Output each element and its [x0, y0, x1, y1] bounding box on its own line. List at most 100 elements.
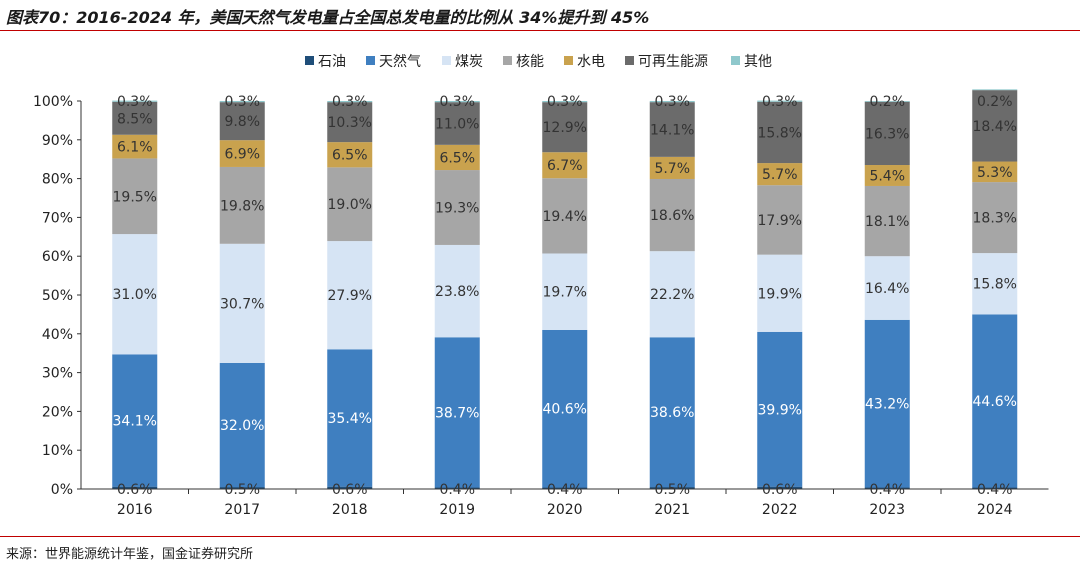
bar-segment [757, 163, 803, 186]
data-label: 16.3% [865, 126, 909, 142]
data-label: 6.1% [117, 140, 153, 156]
bar-segment [327, 167, 373, 242]
data-label: 19.7% [543, 285, 587, 301]
data-label: 27.9% [328, 288, 372, 304]
legend-swatch [305, 56, 314, 65]
legend-swatch [503, 56, 512, 65]
legend-swatch [366, 56, 375, 65]
data-label: 15.8% [973, 277, 1017, 293]
y-tick-label: 90% [42, 133, 73, 149]
x-tick-label: 2016 [117, 502, 153, 518]
x-tick-label: 2019 [439, 502, 475, 518]
bar-segment [219, 166, 265, 244]
data-label: 0.3% [117, 94, 153, 110]
data-label: 0.6% [332, 482, 368, 498]
data-label: 9.8% [224, 114, 260, 130]
data-label: 38.6% [650, 405, 694, 421]
bar-segment [219, 243, 265, 363]
x-tick-label: 2018 [332, 502, 368, 518]
bar-segment [542, 178, 588, 254]
data-label: 8.5% [117, 111, 153, 127]
data-label: 30.7% [220, 296, 264, 312]
legend-label: 天然气 [379, 53, 421, 70]
data-label: 5.7% [762, 167, 798, 183]
data-label: 0.5% [654, 482, 690, 498]
bar-segment [327, 101, 373, 103]
y-tick-label: 70% [42, 210, 73, 226]
data-label: 0.2% [869, 94, 905, 110]
data-label: 32.0% [220, 418, 264, 434]
bar-segment [542, 152, 588, 179]
bar-segment [327, 241, 373, 350]
data-label: 0.4% [869, 482, 905, 498]
y-tick-label: 50% [42, 288, 73, 304]
y-tick-label: 100% [33, 94, 73, 110]
data-label: 5.4% [869, 168, 905, 184]
bar-segment [757, 331, 803, 487]
y-tick-label: 30% [42, 366, 73, 382]
data-label: 19.3% [435, 201, 479, 217]
legend-label: 石油 [318, 54, 346, 70]
bar-segment [864, 165, 910, 186]
y-tick-label: 0% [51, 482, 73, 498]
data-label: 19.0% [328, 197, 372, 213]
bar-segment [219, 140, 265, 167]
bar-segment [972, 182, 1018, 254]
data-label: 0.6% [117, 482, 153, 498]
bar-segment [434, 337, 480, 488]
bar-segment [972, 89, 1018, 91]
bar-segment [112, 100, 158, 102]
bar-segment [219, 362, 265, 488]
x-tick-label: 2020 [547, 502, 583, 518]
data-label: 0.2% [977, 94, 1013, 110]
y-tick-label: 60% [42, 249, 73, 265]
x-tick-label: 2021 [654, 502, 690, 518]
data-label: 11.0% [435, 117, 479, 133]
bar-segment [972, 161, 1018, 183]
data-label: 18.6% [650, 208, 694, 224]
data-label: 18.1% [865, 214, 909, 230]
bar-segment [434, 101, 480, 103]
bar-segment [327, 102, 373, 143]
legend-label: 可再生能源 [638, 54, 708, 70]
legend-label: 核能 [516, 54, 544, 70]
data-label: 0.3% [332, 94, 368, 110]
bar-segment [649, 251, 695, 338]
data-label: 35.4% [328, 411, 372, 427]
legend-swatch [442, 56, 451, 65]
data-label: 6.7% [547, 158, 583, 174]
data-label: 0.3% [224, 94, 260, 110]
data-label: 23.8% [435, 284, 479, 300]
data-label: 34.1% [113, 414, 157, 430]
data-label: 19.8% [220, 198, 264, 214]
data-label: 40.6% [543, 402, 587, 418]
bar-segment [327, 486, 373, 489]
source-note: 来源：世界能源统计年鉴，国金证券研究所 [6, 547, 254, 562]
data-label: 19.9% [758, 286, 802, 302]
data-label: 0.4% [547, 482, 583, 498]
data-label: 0.5% [224, 482, 260, 498]
data-label: 39.9% [758, 402, 802, 418]
data-label: 14.1% [650, 123, 694, 139]
bar-segment [972, 487, 1018, 489]
data-label: 19.4% [543, 209, 587, 225]
bar-segment [542, 253, 588, 330]
data-label: 19.5% [113, 189, 157, 205]
data-label: 0.4% [977, 482, 1013, 498]
bar-segment [864, 319, 910, 488]
x-tick-label: 2017 [224, 502, 260, 518]
data-label: 10.3% [328, 115, 372, 131]
data-label: 5.7% [654, 161, 690, 177]
data-label: 6.5% [439, 150, 475, 166]
bar-segment [112, 486, 158, 489]
bar-segment [649, 337, 695, 488]
bar-segment [649, 101, 695, 103]
data-label: 17.9% [758, 213, 802, 229]
title-divider [0, 30, 1080, 31]
bar-segment [864, 101, 910, 166]
data-label: 43.2% [865, 397, 909, 413]
data-label: 38.7% [435, 405, 479, 421]
bar-segment [112, 101, 158, 135]
source-divider [0, 536, 1080, 537]
y-tick-label: 80% [42, 172, 73, 188]
